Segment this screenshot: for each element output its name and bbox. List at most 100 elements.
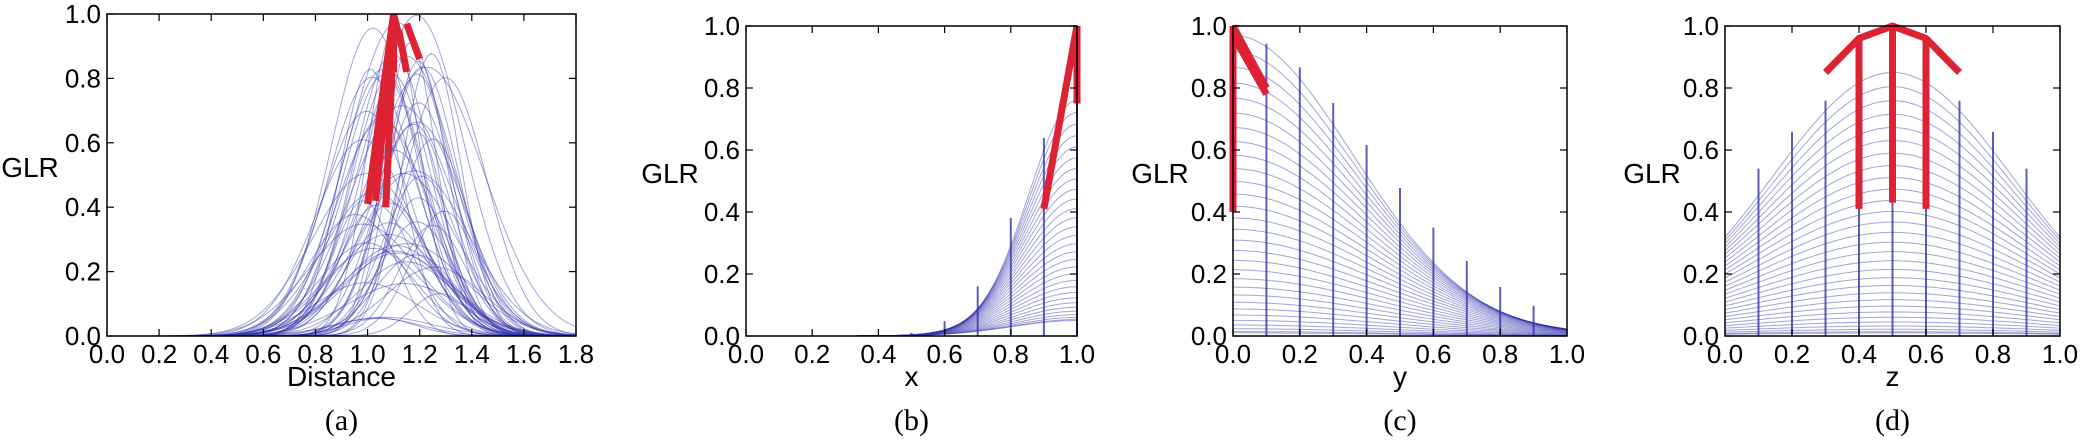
x-tick-label: 0.6 bbox=[1908, 339, 1944, 369]
background-curve bbox=[107, 14, 577, 337]
background-curve bbox=[746, 292, 1077, 337]
x-tick-label: 0.4 bbox=[1349, 339, 1385, 369]
x-tick-label: 0.8 bbox=[297, 339, 333, 369]
panel-caption: (d) bbox=[1875, 404, 1910, 437]
background-curve bbox=[107, 69, 576, 337]
x-axis-label: x bbox=[905, 361, 919, 392]
y-tick-label: 0.8 bbox=[1191, 73, 1227, 103]
y-tick-label: 0.2 bbox=[65, 257, 101, 287]
chart-panel-1: 0.0 0.2 0.4 0.6 0.8 1.0 1.2 1.4 1.6 1.8 0.0 0.2 0.4 0… bbox=[1, 0, 594, 437]
x-tick-label: 0.4 bbox=[860, 339, 896, 369]
chart-panel-4: 0.0 0.2 0.4 0.6 0.8 1.0 0.0 0.2 0.4 0.6 0.8 1.0 z GLR… bbox=[1623, 11, 2078, 437]
axes-frame bbox=[745, 25, 1078, 337]
x-tick-label: 0.8 bbox=[1482, 339, 1518, 369]
x-tick-label: 0.4 bbox=[193, 339, 229, 369]
x-tick-label: 1.4 bbox=[454, 339, 490, 369]
y-tick-label: 0.6 bbox=[65, 128, 101, 158]
background-curve bbox=[107, 210, 577, 337]
background-curve bbox=[746, 208, 1078, 337]
x-tick-label: 1.0 bbox=[2042, 339, 2078, 369]
background-curve bbox=[746, 226, 1078, 337]
x-tick-label: 0.8 bbox=[993, 339, 1029, 369]
background-curve bbox=[107, 76, 576, 337]
y-tick-label: 0.6 bbox=[1191, 135, 1227, 165]
background-curve bbox=[107, 66, 577, 337]
x-axis-label: y bbox=[1393, 361, 1407, 392]
y-tick-label: 0.2 bbox=[1683, 259, 1719, 289]
x-tick-label: 0.0 bbox=[728, 339, 764, 369]
y-axis-label: GLR bbox=[1623, 158, 1681, 189]
y-axis-label: GLR bbox=[1, 152, 59, 183]
axes-frame bbox=[106, 13, 577, 337]
chart-panel-2: 0.0 0.2 0.4 0.6 0.8 1.0 0.0 0.2 0.4 0.6 0.8 1.0 x GLR… bbox=[641, 11, 1095, 437]
x-tick-label: 0.2 bbox=[794, 339, 830, 369]
panel-caption: (a) bbox=[325, 404, 358, 437]
x-tick-label: 0.0 bbox=[1707, 339, 1743, 369]
background-curve bbox=[107, 68, 576, 337]
x-tick-label: 0.0 bbox=[1215, 339, 1251, 369]
background-curve bbox=[746, 286, 1078, 337]
x-tick-label: 1.8 bbox=[558, 339, 594, 369]
x-tick-label: 0.6 bbox=[927, 339, 963, 369]
axes-frame bbox=[1232, 25, 1568, 337]
x-tick-label: 0.2 bbox=[1282, 339, 1318, 369]
y-tick-label: 1.0 bbox=[704, 11, 740, 41]
background-curve bbox=[107, 74, 576, 337]
panel-caption: (c) bbox=[1383, 404, 1416, 437]
x-tick-label: 0.4 bbox=[1841, 339, 1877, 369]
y-axis-label: GLR bbox=[1131, 158, 1189, 189]
y-tick-label: 0.4 bbox=[65, 192, 101, 222]
x-tick-label: 0.0 bbox=[89, 339, 125, 369]
y-tick-label: 0.6 bbox=[1683, 135, 1719, 165]
background-curve bbox=[107, 110, 576, 337]
x-tick-label: 1.6 bbox=[506, 339, 542, 369]
background-curve bbox=[746, 111, 1078, 337]
highlight-segment bbox=[1040, 25, 1081, 210]
y-tick-label: 0.4 bbox=[1191, 197, 1227, 227]
y-tick-label: 0.0 bbox=[704, 321, 740, 351]
y-tick-label: 1.0 bbox=[65, 0, 101, 29]
panel-caption: (b) bbox=[894, 404, 929, 437]
x-axis-label: Distance bbox=[287, 361, 396, 392]
highlight-segment bbox=[1229, 33, 1270, 96]
background-curve bbox=[107, 77, 577, 337]
plot-area bbox=[746, 25, 1081, 337]
y-tick-label: 0.8 bbox=[65, 63, 101, 93]
plot-area bbox=[1229, 24, 1568, 337]
highlight-segment bbox=[395, 29, 411, 73]
y-tick-label: 0.0 bbox=[1683, 321, 1719, 351]
x-tick-label: 1.0 bbox=[1059, 339, 1095, 369]
y-tick-label: 0.0 bbox=[1191, 321, 1227, 351]
x-tick-label: 1.0 bbox=[1549, 339, 1585, 369]
y-tick-label: 0.6 bbox=[704, 135, 740, 165]
y-tick-label: 1.0 bbox=[1683, 11, 1719, 41]
y-axis-label: GLR bbox=[641, 158, 699, 189]
x-tick-label: 0.2 bbox=[141, 339, 177, 369]
background-curve bbox=[107, 73, 576, 337]
plot-area bbox=[107, 13, 577, 337]
y-tick-label: 0.0 bbox=[65, 321, 101, 351]
highlight-segment bbox=[403, 22, 423, 61]
x-tick-label: 0.6 bbox=[245, 339, 281, 369]
x-tick-label: 0.2 bbox=[1774, 339, 1810, 369]
chart-panel-3: 0.0 0.2 0.4 0.6 0.8 1.0 0.0 0.2 0.4 0.6 0.8 1.0 y GLR… bbox=[1131, 11, 1585, 437]
background-curve bbox=[746, 235, 1078, 337]
x-tick-label: 0.8 bbox=[1975, 339, 2011, 369]
x-tick-label: 1.0 bbox=[349, 339, 385, 369]
background-curve bbox=[746, 302, 1077, 337]
x-tick-label: 0.6 bbox=[1415, 339, 1451, 369]
x-tick-label: 1.2 bbox=[402, 339, 438, 369]
background-curve bbox=[746, 188, 1078, 337]
y-tick-label: 0.4 bbox=[1683, 197, 1719, 227]
y-tick-label: 0.2 bbox=[1191, 259, 1227, 289]
y-tick-label: 0.4 bbox=[704, 197, 740, 227]
background-curve bbox=[107, 52, 576, 337]
y-tick-label: 0.8 bbox=[1683, 73, 1719, 103]
background-curve bbox=[746, 297, 1077, 337]
background-curve bbox=[107, 66, 577, 337]
y-tick-label: 0.2 bbox=[704, 259, 740, 289]
axes-frame bbox=[1724, 25, 2061, 337]
y-tick-label: 1.0 bbox=[1191, 11, 1227, 41]
y-tick-label: 0.8 bbox=[704, 73, 740, 103]
